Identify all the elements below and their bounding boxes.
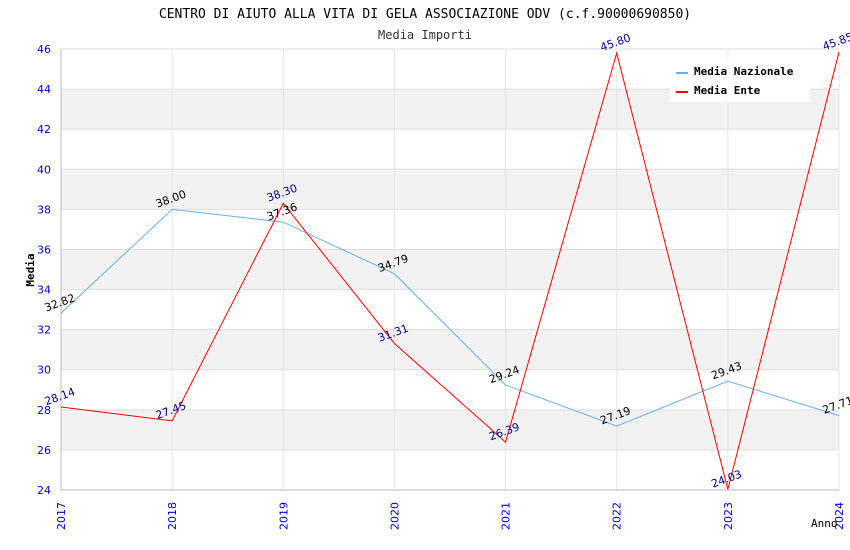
chart-subtitle: Media Importi xyxy=(378,28,472,42)
grid-band xyxy=(61,329,839,370)
y-tick-label: 40 xyxy=(37,163,51,176)
x-tick-label: 2021 xyxy=(500,502,513,530)
y-tick-label: 44 xyxy=(37,83,51,96)
data-label: 45.85 xyxy=(821,30,850,53)
grid-band xyxy=(61,409,839,450)
legend-label-nazionale: Media Nazionale xyxy=(694,65,794,78)
x-axis-label: Anno xyxy=(811,517,838,530)
data-label: 45.80 xyxy=(598,31,632,54)
grid-lines xyxy=(60,48,840,491)
chart-title: CENTRO DI AIUTO ALLA VITA DI GELA ASSOCI… xyxy=(159,7,691,22)
y-axis-label: Media xyxy=(24,253,37,286)
grid-band xyxy=(61,249,839,290)
x-tick-label: 2022 xyxy=(611,502,624,530)
series-line-1 xyxy=(60,51,840,490)
y-tick-label: 38 xyxy=(37,203,51,216)
y-tick-label: 24 xyxy=(37,484,51,497)
y-tick-label: 32 xyxy=(37,324,51,337)
y-tick-label: 36 xyxy=(37,243,51,256)
y-tick-label: 28 xyxy=(37,404,51,417)
x-tick-label: 2018 xyxy=(166,502,179,530)
grid-bands xyxy=(61,89,839,450)
x-tick-label: 2017 xyxy=(55,502,68,530)
data-label: 24.03 xyxy=(710,468,744,491)
legend-box xyxy=(670,58,810,102)
y-tick-label: 26 xyxy=(37,444,51,457)
y-tick-label: 30 xyxy=(37,364,51,377)
data-label: 28.14 xyxy=(43,385,77,408)
series-lines xyxy=(60,51,840,490)
y-tick-labels: 24 26 28 30 32 34 36 38 40 42 44 46 xyxy=(37,43,51,497)
legend: Media Nazionale Media Ente xyxy=(670,58,810,102)
y-tick-label: 34 xyxy=(37,284,51,297)
x-tick-label: 2019 xyxy=(277,502,290,530)
y-tick-label: 42 xyxy=(37,123,51,136)
x-tick-label: 2023 xyxy=(722,502,735,530)
axes xyxy=(60,49,839,491)
series-line-0 xyxy=(60,208,840,427)
x-tick-label: 2024 xyxy=(833,502,846,530)
x-tick-labels: 2017 2018 2019 2020 2021 2022 2023 2024 xyxy=(55,502,846,530)
grid-band xyxy=(61,169,839,210)
y-tick-label: 46 xyxy=(37,43,51,56)
legend-label-ente: Media Ente xyxy=(694,84,761,97)
x-tick-label: 2020 xyxy=(388,502,401,530)
